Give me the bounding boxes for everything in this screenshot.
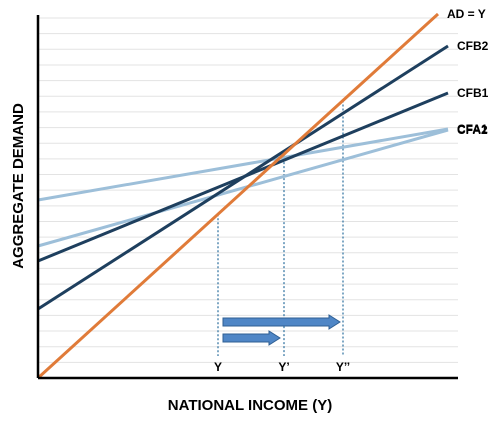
shift-arrow (222, 314, 341, 330)
x-tick-label: Y’ (278, 360, 289, 374)
series-label-ad-y: AD = Y (447, 7, 486, 21)
series-lines (36, 12, 449, 380)
series-line-cfa2 (37, 128, 449, 248)
x-tick-label: Y’’ (336, 360, 350, 374)
series-label-cfb2: CFB2 (457, 39, 489, 53)
series-line-cfb2 (37, 44, 449, 311)
series-line-cfa1 (37, 127, 449, 202)
x-tick-label: Y (214, 360, 222, 374)
axes (36, 15, 458, 380)
series-label-cfb1: CFB1 (457, 86, 489, 100)
series-label-cfa2: CFA2 (457, 123, 488, 137)
series-label-cfa1: CFA1 (457, 122, 488, 136)
y-axis-title: AGGREGATE DEMAND (10, 103, 27, 269)
shift-arrow (222, 330, 281, 346)
series-line-ad-y (36, 12, 440, 380)
x-tick-labels: Y Y’ Y’’ (214, 360, 350, 374)
x-axis-title: NATIONAL INCOME (Y) (168, 397, 332, 414)
shift-arrows (222, 314, 341, 346)
